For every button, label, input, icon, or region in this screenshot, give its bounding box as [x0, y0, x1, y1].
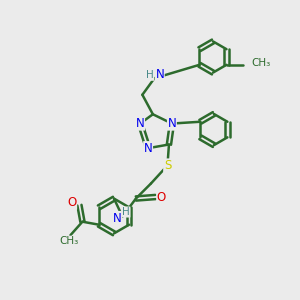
Text: N: N — [136, 117, 145, 130]
Text: N: N — [144, 142, 152, 155]
Text: N: N — [113, 212, 122, 224]
Text: S: S — [164, 159, 171, 172]
Text: CH₃: CH₃ — [251, 58, 271, 68]
Text: N: N — [167, 117, 176, 130]
Text: O: O — [157, 190, 166, 203]
Text: N: N — [155, 68, 164, 81]
Text: H: H — [122, 207, 130, 217]
Text: O: O — [67, 196, 76, 209]
Text: H: H — [146, 70, 154, 80]
Text: CH₃: CH₃ — [59, 236, 79, 246]
